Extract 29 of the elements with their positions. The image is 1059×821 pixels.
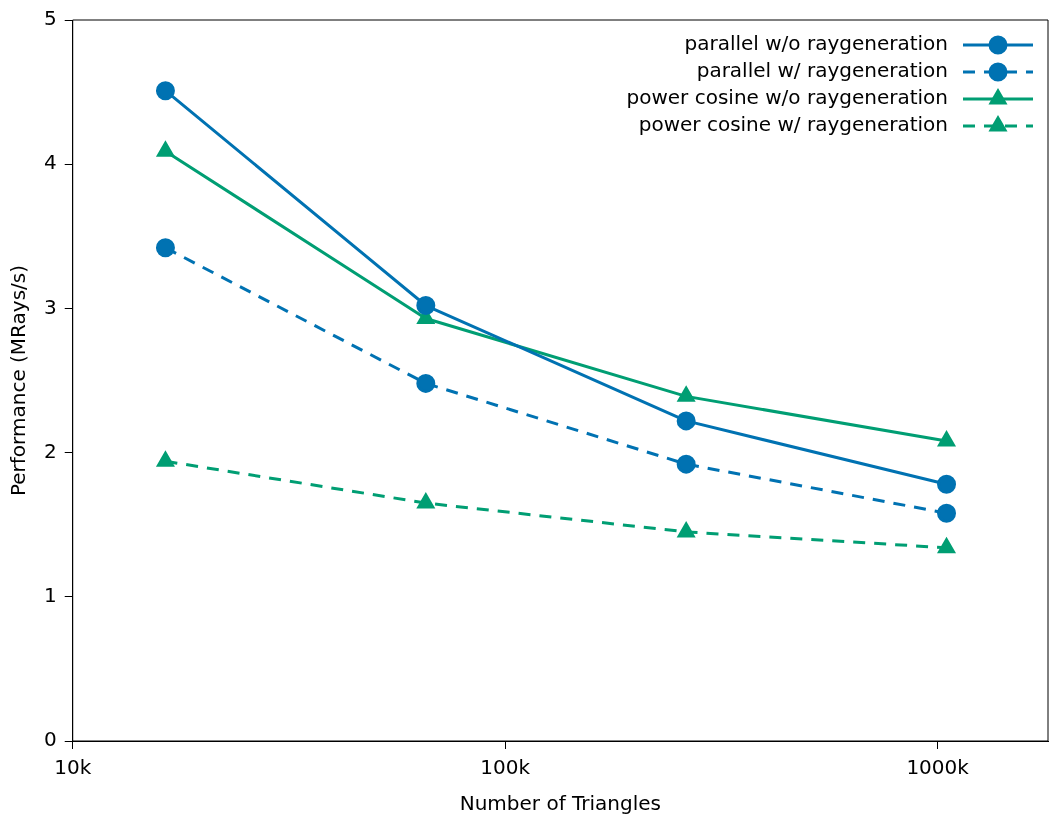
x-tick-label: 100k — [480, 755, 531, 780]
legend-label: power cosine w/o raygeneration — [626, 85, 948, 110]
y-tick-label: 2 — [43, 438, 57, 463]
y-tick-label: 0 — [43, 727, 57, 752]
point — [417, 493, 435, 509]
point — [937, 503, 957, 523]
y-tick-label: 5 — [43, 6, 57, 31]
point — [155, 81, 175, 101]
legend-label: power cosine w/ raygeneration — [638, 112, 948, 137]
legend-label: parallel w/o raygeneration — [684, 31, 948, 56]
x-axis-title: Number of Triangles — [459, 791, 662, 816]
point — [937, 474, 957, 494]
point — [416, 373, 436, 393]
point — [676, 454, 696, 474]
point — [938, 538, 955, 554]
y-tick-label: 4 — [43, 150, 57, 175]
y-tick-label: 3 — [43, 294, 57, 319]
x-tick-label: 1000k — [906, 755, 970, 780]
legend-label: parallel w/ raygeneration — [696, 58, 948, 83]
point — [677, 386, 695, 402]
point — [938, 431, 955, 447]
y-tick-label: 1 — [43, 583, 57, 607]
x-tick-label: 10k — [54, 755, 92, 780]
point — [416, 296, 436, 316]
point — [155, 238, 175, 258]
point — [676, 411, 696, 431]
point — [157, 451, 174, 467]
y-axis-title: Performance (MRays/s) — [6, 264, 31, 497]
point — [677, 522, 695, 538]
